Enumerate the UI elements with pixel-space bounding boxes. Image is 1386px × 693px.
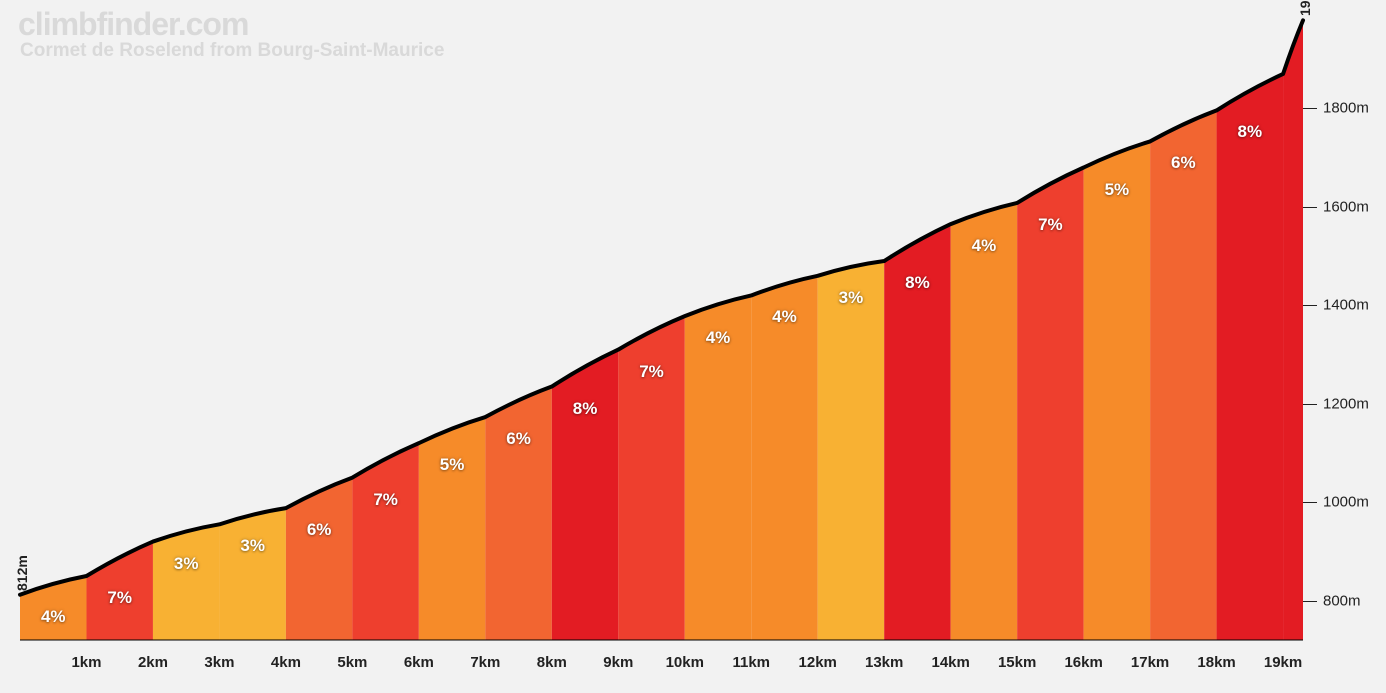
gradient-label: 8%	[905, 273, 930, 293]
segment-bar	[485, 387, 551, 640]
gradient-label: 6%	[307, 520, 332, 540]
y-axis-label: 1000m	[1323, 494, 1369, 511]
x-axis-label: 19km	[1264, 654, 1302, 671]
y-tick	[1303, 404, 1317, 405]
gradient-label: 6%	[506, 429, 531, 449]
gradient-label: 8%	[1238, 122, 1263, 142]
y-tick	[1303, 502, 1317, 503]
segment-bar	[419, 417, 485, 640]
start-elevation-label: 812m	[14, 555, 30, 591]
y-tick	[1303, 108, 1317, 109]
x-axis-label: 6km	[404, 654, 434, 671]
gradient-label: 5%	[1105, 180, 1130, 200]
y-axis-label: 1800m	[1323, 100, 1369, 117]
gradient-label: 6%	[1171, 153, 1196, 173]
x-axis-label: 3km	[204, 654, 234, 671]
x-axis-label: 5km	[337, 654, 367, 671]
gradient-label: 8%	[573, 399, 598, 419]
y-tick	[1303, 207, 1317, 208]
segment-bar	[1017, 168, 1083, 641]
x-axis-label: 15km	[998, 654, 1036, 671]
y-tick	[1303, 305, 1317, 306]
segment-bar-tail	[1283, 20, 1303, 640]
segment-bar	[951, 203, 1017, 640]
y-axis-label: 1400m	[1323, 297, 1369, 314]
gradient-label: 3%	[839, 288, 864, 308]
gradient-label: 4%	[706, 328, 731, 348]
watermark-subtitle: Cormet de Roselend from Bourg-Saint-Maur…	[20, 40, 444, 62]
chart-svg	[0, 0, 1386, 693]
y-axis-label: 1600m	[1323, 198, 1369, 215]
gradient-label: 3%	[240, 536, 265, 556]
gradient-label: 4%	[41, 607, 66, 627]
gradient-label: 4%	[972, 236, 997, 256]
y-tick	[1303, 601, 1317, 602]
segment-bar	[751, 276, 817, 640]
segment-bar	[552, 350, 618, 640]
gradient-label: 7%	[1038, 215, 1063, 235]
segment-bar	[1217, 74, 1283, 640]
x-axis-label: 12km	[799, 654, 837, 671]
x-axis-label: 16km	[1064, 654, 1102, 671]
y-axis-label: 800m	[1323, 592, 1361, 609]
gradient-label: 7%	[107, 588, 132, 608]
gradient-label: 5%	[440, 455, 465, 475]
watermark-title: climbfinder.com	[18, 6, 248, 43]
x-axis-label: 1km	[71, 654, 101, 671]
segment-bar	[1084, 141, 1150, 640]
gradient-label: 4%	[772, 307, 797, 327]
x-axis-label: 18km	[1197, 654, 1235, 671]
x-axis-label: 4km	[271, 654, 301, 671]
x-axis-label: 9km	[603, 654, 633, 671]
elevation-chart: climbfinder.com Cormet de Roselend from …	[0, 0, 1386, 693]
x-axis-label: 14km	[931, 654, 969, 671]
x-axis-label: 11km	[732, 654, 770, 671]
x-axis-label: 10km	[666, 654, 704, 671]
segment-bar	[818, 261, 884, 640]
segment-bar	[1150, 110, 1216, 640]
x-axis-label: 8km	[537, 654, 567, 671]
gradient-label: 7%	[639, 362, 664, 382]
segment-bar	[219, 508, 285, 640]
x-axis-label: 17km	[1131, 654, 1169, 671]
y-axis-label: 1200m	[1323, 395, 1369, 412]
gradient-label: 3%	[174, 554, 199, 574]
gradient-label: 7%	[373, 490, 398, 510]
x-axis-label: 2km	[138, 654, 168, 671]
segment-bar	[153, 524, 219, 640]
x-axis-label: 13km	[865, 654, 903, 671]
x-axis-label: 7km	[470, 654, 500, 671]
end-elevation-label: 1979m	[1297, 0, 1313, 16]
